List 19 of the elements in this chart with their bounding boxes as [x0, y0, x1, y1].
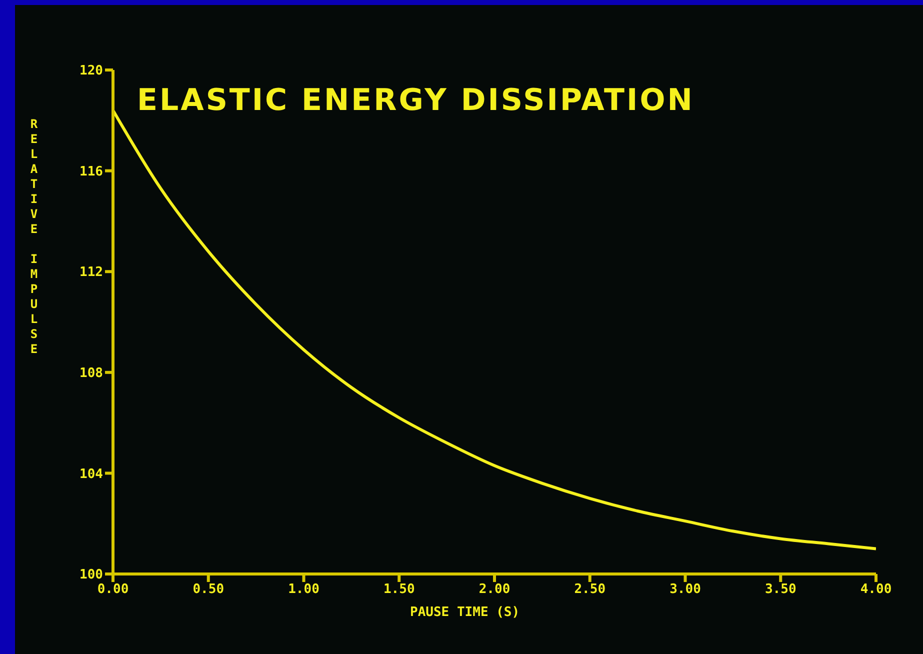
text: ELASTIC ENERGY DISSIPATION: [137, 83, 694, 118]
line-series: [113, 108, 876, 550]
x-tick-label: 0.50: [192, 582, 224, 598]
y-tick-label: 112: [80, 265, 103, 280]
y-tick-label: 116: [80, 164, 104, 180]
x-tick-label: 3.00: [670, 582, 702, 598]
x-axis-title: PAUSE TIME (S): [410, 605, 520, 620]
y-tick-label: 108: [80, 366, 104, 382]
x-tick-label: 1.50: [383, 582, 415, 598]
x-tick-label: 4.00: [860, 582, 892, 598]
x-tick-label: 1.00: [288, 582, 320, 598]
x-tick-label: 2.00: [478, 582, 510, 598]
y-axis-title: RELATIVE IMPULSE: [27, 117, 41, 357]
y-tick-label: 104: [80, 466, 104, 482]
x-tick-label: 0.00: [97, 582, 129, 598]
y-tick-label: 100: [80, 568, 104, 583]
x-tick-label: 2.50: [574, 582, 606, 598]
x-tick-label: 3.50: [764, 582, 796, 598]
y-tick-label: 120: [80, 64, 104, 79]
